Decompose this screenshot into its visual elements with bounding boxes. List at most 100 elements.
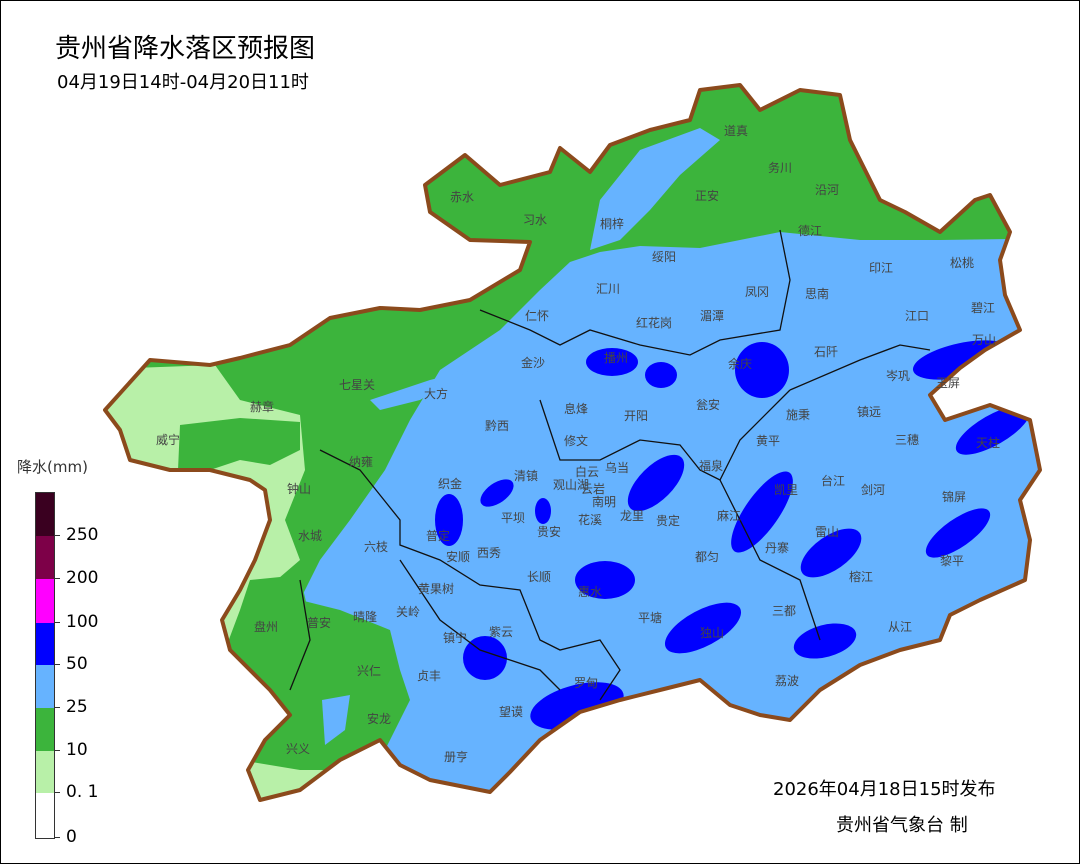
county-label: 望谟 <box>499 705 523 719</box>
rain-area-25-50mm-anlong <box>322 695 350 745</box>
legend-tick: 0. 1 <box>55 782 98 802</box>
prefecture-boundary <box>319 449 621 701</box>
legend-tick: 25 <box>55 697 88 717</box>
county-label: 织金 <box>438 476 462 491</box>
county-label: 安龙 <box>367 711 391 726</box>
legend-tick: 50 <box>55 654 88 674</box>
county-label: 贞丰 <box>417 669 441 683</box>
county-label: 大方 <box>424 386 448 401</box>
county-label: 罗甸 <box>574 676 598 690</box>
legend-tick: 100 <box>55 612 98 632</box>
county-label: 播州 <box>604 351 628 365</box>
county-label: 修文 <box>564 433 588 448</box>
heavy-rain-blob <box>664 602 742 654</box>
county-label: 黎平 <box>940 554 964 568</box>
county-label: 都匀 <box>695 550 719 564</box>
county-label: 兴义 <box>286 742 310 756</box>
county-label: 纳雍 <box>349 454 373 469</box>
county-label: 平塘 <box>638 610 662 625</box>
prefecture-boundaries <box>289 229 931 701</box>
heavy-rain-blob <box>955 405 1031 455</box>
forecast-period: 04月19日14时-04月20日11时 <box>57 72 309 93</box>
county-label: 台江 <box>821 473 845 488</box>
county-label: 施秉 <box>786 408 810 422</box>
county-label: 剑河 <box>861 482 885 497</box>
county-label: 黔西 <box>485 418 509 433</box>
county-label: 普定 <box>426 528 450 543</box>
county-label: 荔波 <box>775 674 799 688</box>
county-label: 凤冈 <box>745 285 769 299</box>
heavy-rain-blob <box>800 528 862 578</box>
county-label: 长顺 <box>527 570 551 584</box>
county-label: 威宁 <box>156 432 180 447</box>
county-label: 道真 <box>724 124 748 138</box>
heavy-rain-blob <box>645 362 677 388</box>
county-label: 黄果树 <box>418 581 454 596</box>
province-border <box>103 83 1042 802</box>
county-label: 龙里 <box>620 509 644 523</box>
county-label: 七星关 <box>339 378 375 392</box>
county-label: 岑巩 <box>886 369 910 383</box>
county-label: 碧江 <box>971 301 995 315</box>
heavy-rain-blob <box>435 494 463 546</box>
county-label: 锦屏 <box>942 490 966 504</box>
county-label: 德江 <box>798 223 822 238</box>
county-label: 丹寨 <box>765 540 789 555</box>
county-label: 习水 <box>523 213 547 227</box>
county-label: 榕江 <box>849 569 873 584</box>
county-label: 玉屏 <box>936 376 960 390</box>
county-label: 贵定 <box>656 513 680 528</box>
prefecture-boundary <box>539 389 791 481</box>
county-label: 三穗 <box>895 433 919 447</box>
legend-segment <box>36 493 54 536</box>
heavy-rain-blob <box>463 636 507 680</box>
heavy-rain-blob <box>480 479 514 507</box>
county-label: 西秀 <box>477 546 501 560</box>
county-label: 汇川 <box>596 282 620 296</box>
county-label: 万山 <box>972 333 996 347</box>
county-label: 镇远 <box>857 405 881 419</box>
heavy-rain-blob <box>793 623 857 659</box>
prefecture-boundary <box>479 229 791 356</box>
prefecture-boundary <box>719 479 821 641</box>
issue-time: 2026年04月18日15时发布 <box>773 779 996 800</box>
county-label: 思南 <box>805 286 829 301</box>
prefecture-boundary <box>789 344 931 391</box>
county-label: 石阡 <box>814 344 838 359</box>
county-label: 安顺 <box>446 549 470 564</box>
county-label: 平坝 <box>501 511 525 525</box>
county-label: 务川 <box>768 160 792 175</box>
county-label: 金沙 <box>521 355 545 370</box>
county-label: 册亨 <box>444 749 468 764</box>
county-label: 紫云 <box>489 625 513 639</box>
county-label: 绥阳 <box>652 250 676 264</box>
legend-segment <box>36 623 54 665</box>
county-label: 仁怀 <box>525 309 549 323</box>
rain-area-10-25mm-west-patch <box>178 418 300 470</box>
legend-segment <box>36 751 54 793</box>
county-label: 云岩 <box>581 481 605 496</box>
county-label: 惠水 <box>578 585 602 599</box>
heavy-rain-blob <box>925 508 991 558</box>
prefecture-boundary <box>289 579 311 691</box>
rain-area-25-50mm-north-wedge <box>590 128 720 250</box>
county-label: 普安 <box>307 615 331 630</box>
legend-segment <box>36 579 54 623</box>
county-label: 南明 <box>592 494 616 509</box>
county-label: 花溪 <box>578 512 602 527</box>
legend-tick: 250 <box>55 525 98 545</box>
county-label: 镇宁 <box>443 630 467 645</box>
county-label: 水城 <box>298 529 322 543</box>
county-label: 观山湖 <box>553 477 589 492</box>
county-label: 开阳 <box>624 409 648 423</box>
county-label: 福泉 <box>699 458 723 473</box>
county-label: 清镇 <box>514 469 538 483</box>
county-label: 瓮安 <box>696 397 720 412</box>
county-label: 正安 <box>695 188 719 203</box>
legend-title: 降水(mm) <box>17 458 88 476</box>
county-label: 钟山 <box>287 481 311 496</box>
county-label: 红花岗 <box>636 315 672 330</box>
heavy-rain-blob <box>735 342 789 398</box>
county-label: 赤水 <box>450 190 474 204</box>
